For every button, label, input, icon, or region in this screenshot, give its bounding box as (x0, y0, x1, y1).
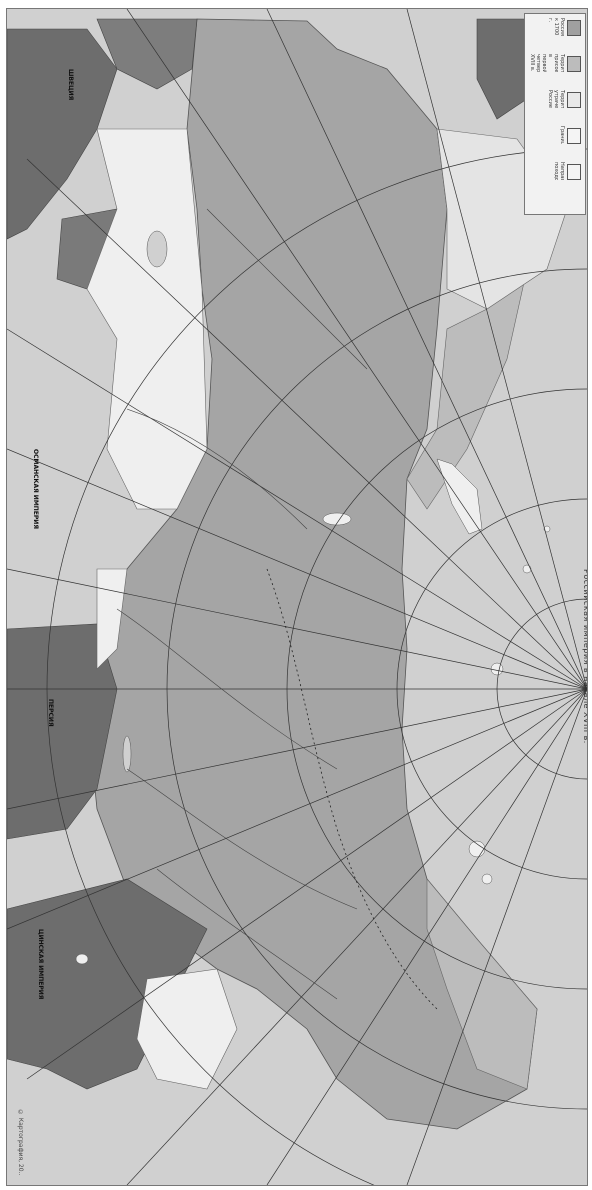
legend-label: Россия к 1700 г. (547, 18, 565, 36)
island-small-5 (543, 525, 551, 533)
legend-label: Территории, утраченные Россией (547, 90, 565, 108)
legend-swatch (567, 56, 581, 72)
legend-item: Территории, присоединённые в первой четв… (527, 54, 583, 72)
parallels (46, 148, 587, 1185)
light-region-mid (96, 568, 128, 670)
region-label-ottoman: ОСМАНСКАЯ ИМПЕРИЯ (32, 449, 39, 529)
rivers (116, 208, 368, 1000)
neighbor-dark-north (7, 28, 118, 240)
meridians (7, 9, 587, 1185)
region-label-persia: ПЕРСИЯ (47, 699, 54, 727)
lake-aral (75, 953, 89, 965)
legend-swatch (567, 128, 581, 144)
legend-label: Территории, присоединённые в первой четв… (529, 54, 565, 72)
region-label-sweden: ШВЕЦИЯ (67, 69, 74, 101)
southeast-region (426, 878, 538, 1090)
map-frame: Россия к 1700 г. Территории, присоединён… (6, 8, 588, 1186)
legend-label: Направления походов (553, 162, 565, 180)
neighbor-dark-corner (476, 18, 528, 120)
lake-ladoga (146, 230, 168, 268)
legend-swatch (567, 164, 581, 180)
neighbor-dark-china (7, 878, 208, 1090)
map-canvas[interactable] (7, 9, 587, 1185)
map-legend: Россия к 1700 г. Территории, присоединён… (524, 13, 586, 215)
region-label-china: ЦИНСКАЯ ИМПЕРИЯ (37, 929, 44, 1000)
copyright-text: © Картография, 20.. (17, 1109, 24, 1176)
legend-swatch (567, 20, 581, 36)
light-region-south (136, 968, 238, 1090)
legend-swatch (567, 92, 581, 108)
legend-item: Границы (527, 126, 583, 144)
map-title: Российская империя в начале XVIII в. (582, 569, 588, 744)
island-novaya-zemlya (436, 458, 483, 535)
legend-item: Территории, утраченные Россией (527, 90, 583, 108)
legend-item: Направления походов (527, 162, 583, 180)
light-region-west (86, 128, 208, 510)
legend-label: Границы (559, 126, 565, 144)
expedition-route (266, 568, 438, 1010)
island-small-4 (522, 564, 532, 574)
legend-item: Россия к 1700 г. (527, 18, 583, 36)
island-small-3 (481, 873, 493, 885)
island-small-2 (468, 840, 486, 858)
lake-onega (322, 512, 352, 526)
island-small-1 (490, 662, 504, 676)
lake-baikal (122, 735, 132, 773)
